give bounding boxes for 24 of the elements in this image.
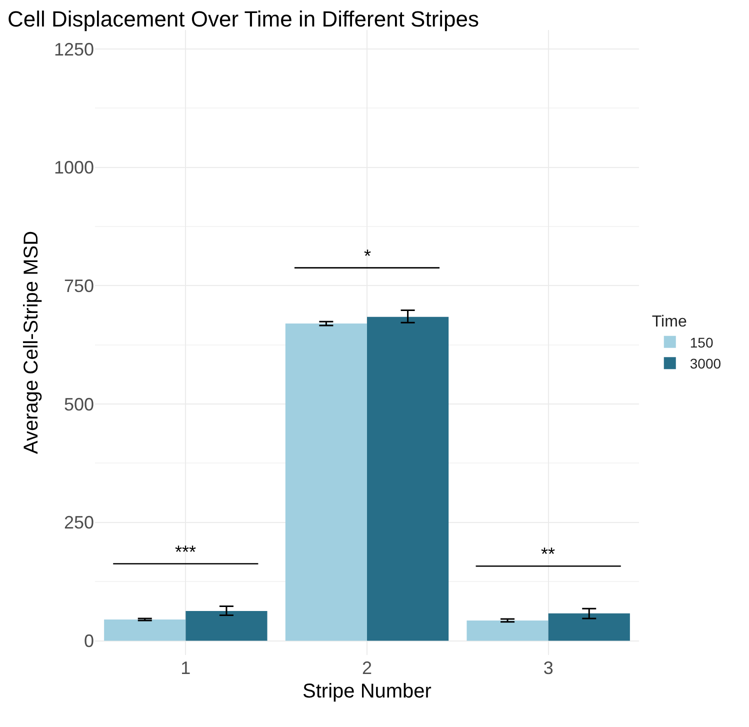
bar [186, 610, 268, 641]
x-tick-label: 3 [543, 658, 554, 678]
annotation: ** [541, 544, 556, 564]
y-tick-label: 1250 [54, 39, 94, 60]
x-tick-label: 2 [362, 658, 372, 678]
y-tick-label: 500 [64, 394, 94, 414]
legend-title: Time [652, 313, 687, 330]
y-tick-label: 1000 [54, 158, 94, 178]
x-axis-title: Stripe Number [302, 680, 432, 702]
annotation: * [364, 246, 372, 266]
annotation: *** [175, 542, 196, 562]
legend-label: 3000 [690, 356, 722, 372]
y-axis-title: Average Cell-Stripe MSD [20, 230, 42, 454]
bar [367, 316, 449, 641]
y-tick-label: 250 [64, 512, 94, 533]
bar [548, 613, 630, 641]
y-tick-label: 750 [64, 276, 94, 296]
legend-label: 150 [690, 334, 714, 350]
y-tick-label: 0 [84, 631, 94, 652]
bar [466, 620, 548, 641]
bar [285, 324, 367, 641]
chart-title: Cell Displacement Over Time in Different Stripes [7, 6, 480, 32]
bar [104, 619, 186, 641]
x-tick-label: 1 [180, 658, 191, 678]
